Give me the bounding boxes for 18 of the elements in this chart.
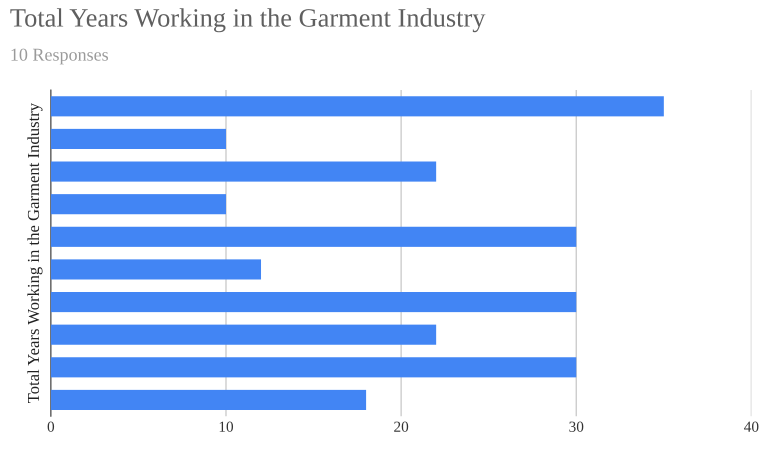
bar [50,226,576,247]
chart-title: Total Years Working in the Garment Industry [10,8,486,32]
x-tick-label: 40 [744,422,758,432]
x-tick-label: 30 [569,422,584,432]
bar [50,324,436,345]
bar [50,259,262,280]
x-tick-label: 0 [48,422,54,432]
bar [50,161,436,182]
y-axis-title: Total Years Working in the Garment Industry [27,103,43,404]
x-tick-label: 10 [220,422,234,432]
bar [50,292,576,312]
x-tick-label: 20 [394,422,408,432]
chart-subtitle: 10 Responses [11,48,108,64]
bar [50,96,664,116]
bar [50,390,366,410]
bar [50,194,226,214]
bar [50,128,226,150]
bar [50,357,576,378]
